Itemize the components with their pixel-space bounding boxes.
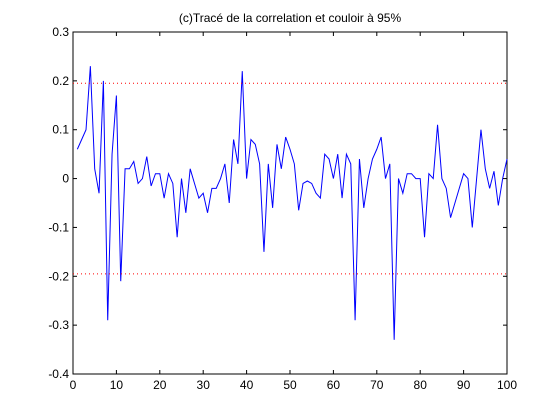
x-tick-label: 90 [457, 378, 471, 392]
series-layer [73, 66, 508, 340]
x-tick-label: 80 [414, 378, 428, 392]
x-tick-label: 60 [327, 378, 341, 392]
y-tick-label: -0.2 [48, 269, 69, 283]
ticks-layer: 0 10 20 30 40 50 60 70 80 90 100 0.3 0.2 0.1 0 -0.1 -0.2… [48, 25, 517, 392]
y-tick-label: -0.3 [48, 318, 69, 332]
x-tick-label: 0 [70, 378, 77, 392]
x-tick-label: 100 [497, 378, 517, 392]
x-tick-label: 50 [283, 378, 297, 392]
x-tick-label: 40 [240, 378, 254, 392]
x-tick-label: 30 [197, 378, 211, 392]
y-tick-label: 0.3 [52, 25, 69, 39]
y-tick-label: 0.1 [52, 123, 69, 137]
x-tick-label: 20 [153, 378, 167, 392]
chart-title: (c)Tracé de la correlation et couloir à … [179, 11, 402, 25]
axes-frame [72, 31, 508, 375]
y-tick-label: -0.1 [48, 220, 69, 234]
y-tick-label: 0.2 [52, 74, 69, 88]
y-tick-label: 0 [62, 172, 69, 186]
y-tick-label: -0.4 [48, 367, 69, 381]
x-tick-label: 10 [110, 378, 124, 392]
correlation-line [76, 66, 508, 340]
x-tick-label: 70 [370, 378, 384, 392]
